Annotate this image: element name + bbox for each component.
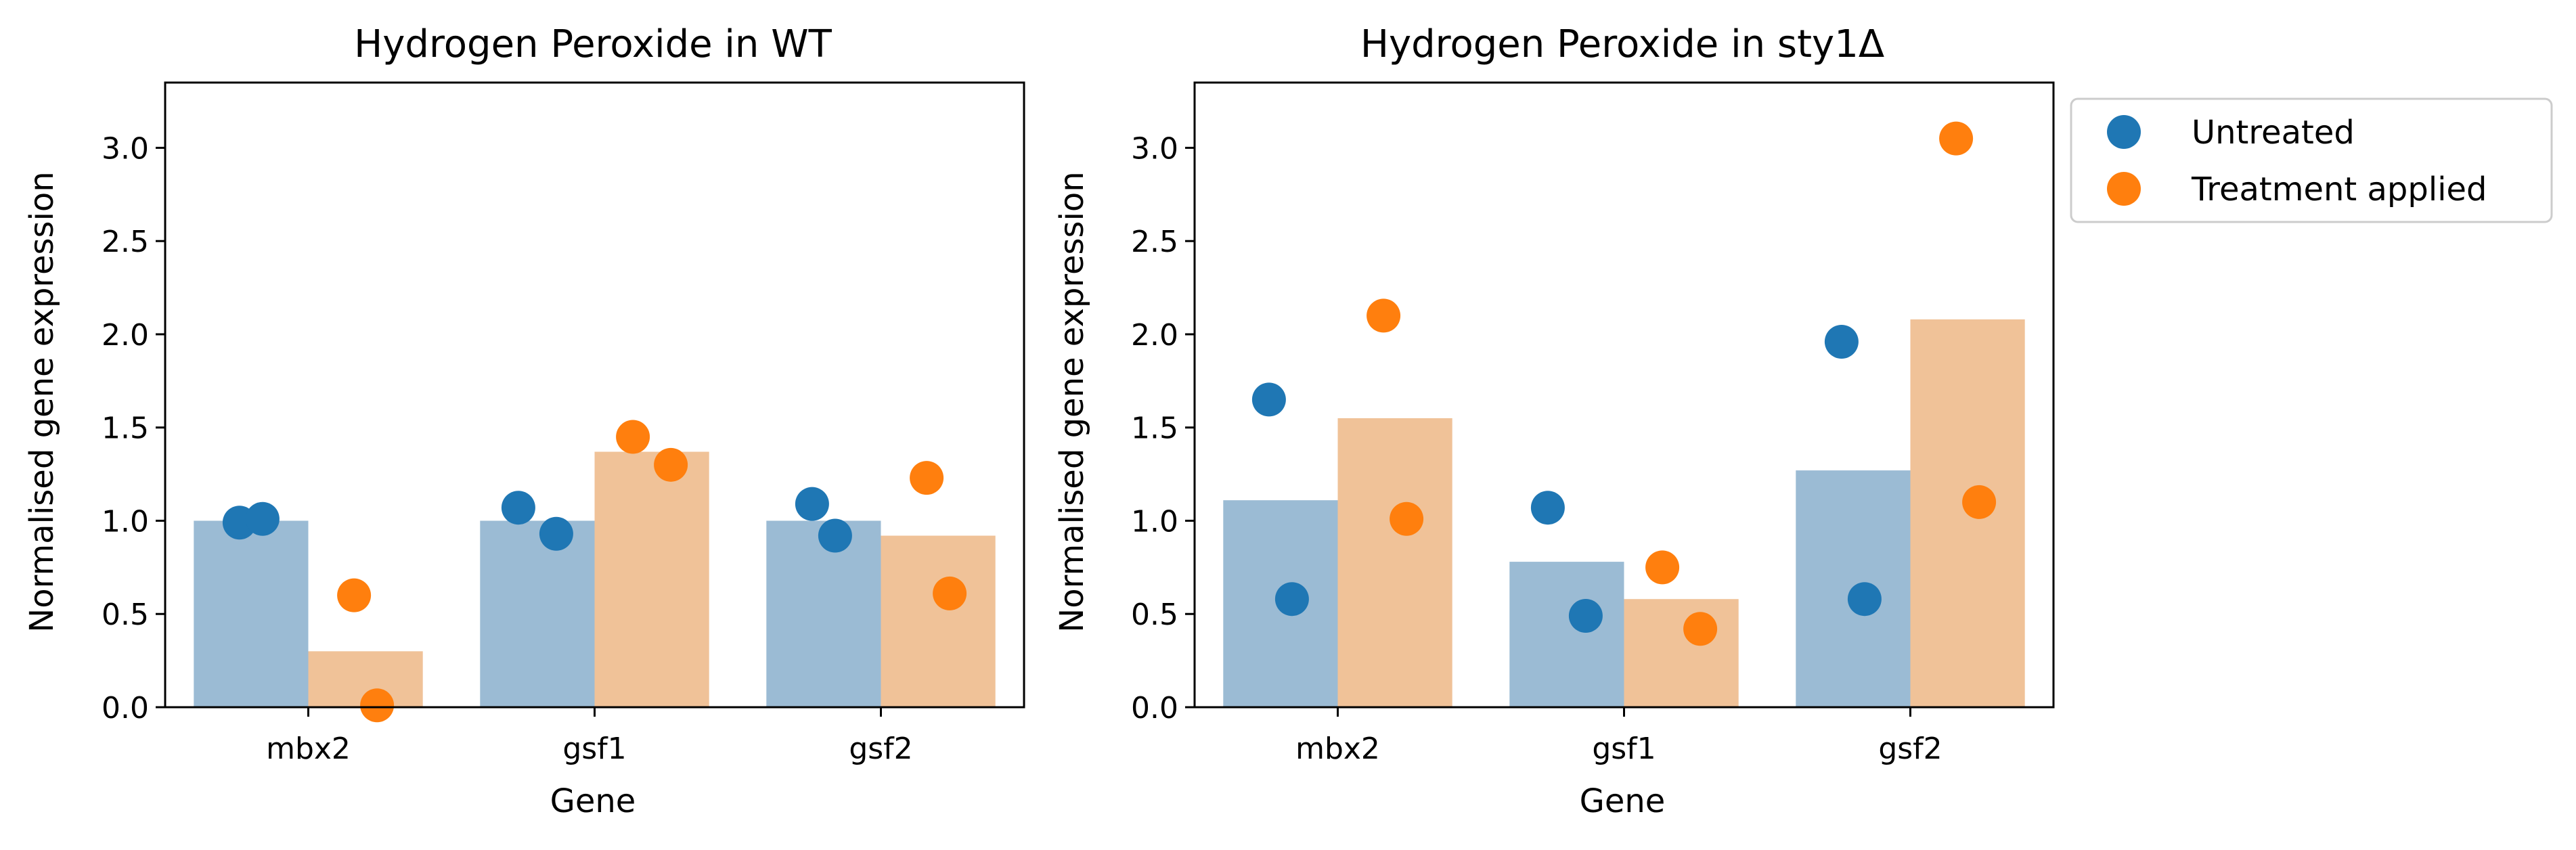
y-tick-label: 1.0 xyxy=(1131,504,1178,539)
bar-mbx2-untreated xyxy=(194,520,309,707)
point-gsf1-treatment xyxy=(616,420,650,454)
bar-gsf1-untreated xyxy=(480,520,595,707)
y-tick-label: 0.0 xyxy=(102,691,149,725)
legend-frame xyxy=(2070,97,2553,223)
point-mbx2-untreated xyxy=(1251,382,1286,417)
bar-gsf2-treatment xyxy=(881,535,996,707)
y-tick-label: 1.0 xyxy=(102,504,149,539)
point-mbx2-treatment xyxy=(1390,501,1424,536)
y-tick-label: 2.0 xyxy=(1131,318,1178,353)
y-axis-label: Normalised gene expression xyxy=(1053,171,1091,632)
point-gsf2-untreated xyxy=(1847,582,1882,617)
x-tick-label: gsf1 xyxy=(562,732,626,766)
chart-panel-wt: Hydrogen Peroxide in WT Gene Normalised … xyxy=(23,22,1025,820)
point-gsf2-untreated xyxy=(795,487,829,521)
point-gsf1-treatment xyxy=(1645,550,1680,585)
point-gsf1-untreated xyxy=(539,516,573,551)
point-gsf1-treatment xyxy=(654,447,688,482)
point-mbx2-untreated xyxy=(245,501,280,536)
point-gsf2-treatment xyxy=(1962,485,1997,519)
bar-gsf1-treatment xyxy=(594,451,709,707)
x-tick-label: gsf1 xyxy=(1592,732,1656,766)
point-gsf1-untreated xyxy=(1568,598,1603,633)
point-gsf2-treatment xyxy=(1939,121,1974,156)
chart-title: Hydrogen Peroxide in WT xyxy=(354,22,832,66)
x-tick-label: mbx2 xyxy=(266,732,351,766)
chart-panel-sty1: Hydrogen Peroxide in sty1Δ Gene Normalis… xyxy=(1053,22,2055,820)
y-tick-label: 1.5 xyxy=(102,411,149,446)
point-gsf2-untreated xyxy=(1824,324,1859,359)
y-tick-label: 2.5 xyxy=(1131,225,1178,259)
legend-marker-treatment xyxy=(2107,172,2141,206)
legend-label-untreated: Untreated xyxy=(2192,114,2355,152)
legend: Untreated Treatment applied xyxy=(2070,97,2553,223)
y-axis-label: Normalised gene expression xyxy=(23,171,61,632)
y-tick-label: 2.0 xyxy=(102,318,149,353)
x-tick-label: mbx2 xyxy=(1295,732,1380,766)
chart-title: Hydrogen Peroxide in sty1Δ xyxy=(1360,22,1884,66)
point-mbx2-treatment xyxy=(1367,298,1401,333)
point-mbx2-treatment xyxy=(337,578,372,612)
y-tick-label: 3.0 xyxy=(102,131,149,166)
point-mbx2-untreated xyxy=(1274,582,1309,617)
x-tick-label: gsf2 xyxy=(1878,732,1942,766)
point-gsf2-treatment xyxy=(910,461,944,495)
point-mbx2-treatment xyxy=(360,688,395,723)
point-gsf2-treatment xyxy=(933,576,967,610)
y-tick-label: 1.5 xyxy=(1131,411,1178,446)
y-tick-label: 0.0 xyxy=(1131,691,1178,725)
legend-marker-untreated xyxy=(2107,115,2141,149)
point-gsf2-untreated xyxy=(818,518,852,553)
point-gsf1-untreated xyxy=(1530,491,1565,525)
plot-frame xyxy=(1193,81,2055,709)
x-tick-label: gsf2 xyxy=(849,732,912,766)
bar-gsf1-untreated xyxy=(1509,562,1624,707)
x-axis-label: Gene xyxy=(1580,782,1666,820)
y-tick-label: 3.0 xyxy=(1131,131,1178,166)
y-tick-label: 0.5 xyxy=(1131,598,1178,632)
legend-label-treatment: Treatment applied xyxy=(2191,171,2487,208)
y-tick-label: 2.5 xyxy=(102,225,149,259)
bar-mbx2-treatment xyxy=(1337,418,1452,707)
point-gsf1-untreated xyxy=(501,491,535,525)
y-tick-label: 0.5 xyxy=(102,598,149,632)
bar-gsf2-untreated xyxy=(766,520,881,707)
x-axis-label: Gene xyxy=(550,782,636,820)
point-gsf1-treatment xyxy=(1683,612,1718,646)
plot-frame xyxy=(164,81,1025,709)
bar-gsf1-treatment xyxy=(1624,599,1739,707)
